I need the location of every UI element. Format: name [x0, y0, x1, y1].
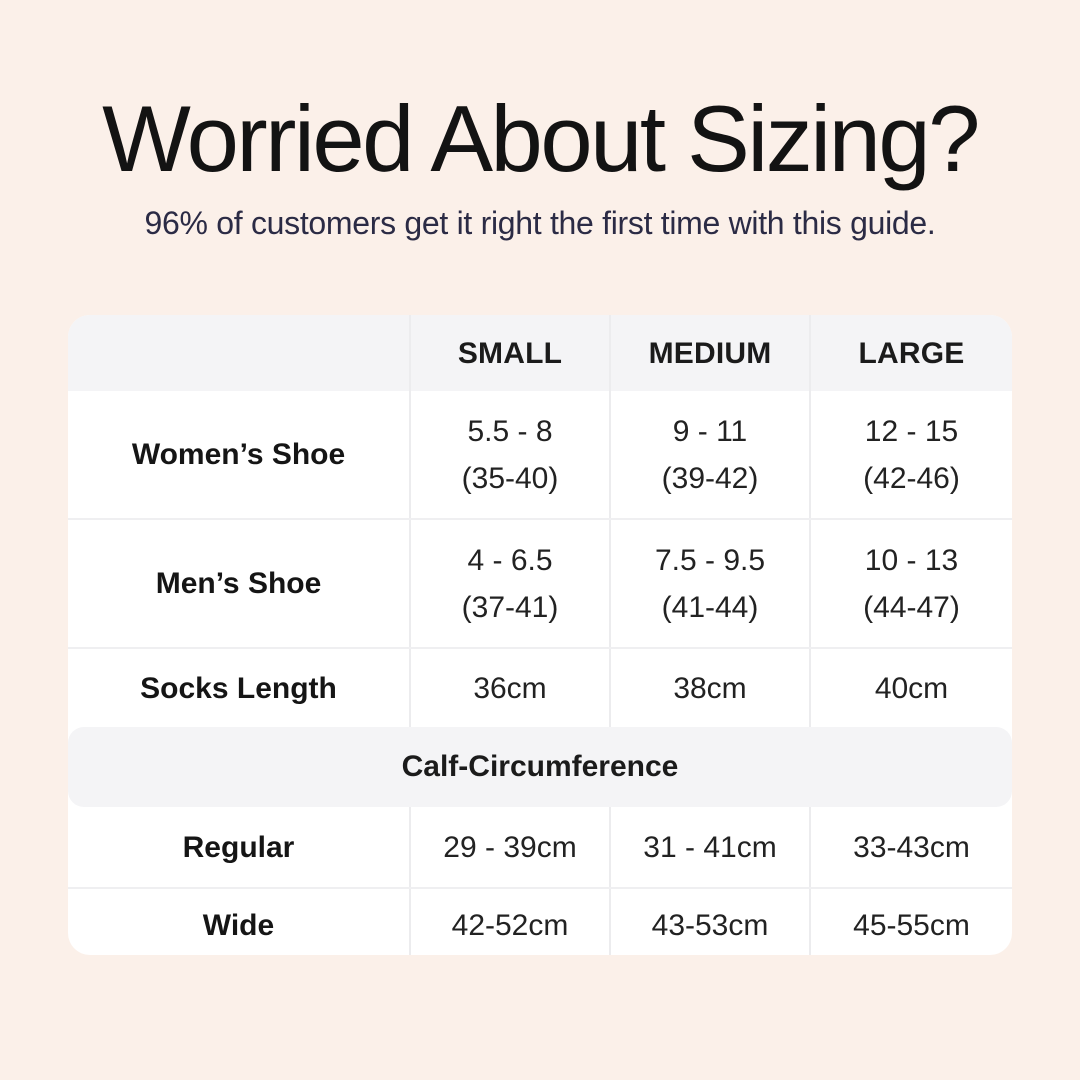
- calf-section-header: Calf-Circumference: [68, 727, 1012, 807]
- table-cell: 36cm: [411, 649, 611, 727]
- table-cell: 5.5 - 8 (35-40): [411, 391, 611, 518]
- table-cell: 42-52cm: [411, 889, 611, 955]
- cell-line-1: 45-55cm: [853, 908, 970, 942]
- cell-line-1: 36cm: [473, 671, 547, 705]
- cell-line-1: 4 - 6.5: [467, 543, 553, 577]
- cell-line-1: 43-53cm: [651, 908, 769, 942]
- page-title: Worried About Sizing?: [102, 86, 980, 191]
- cell-line-1: 42-52cm: [451, 908, 569, 942]
- table-cell: 7.5 - 9.5 (41-44): [611, 520, 811, 647]
- table-row-mens-shoe: Men’s Shoe 4 - 6.5 (37-41) 7.5 - 9.5 (41…: [68, 518, 1012, 647]
- table-cell: 40cm: [811, 649, 1012, 727]
- cell-line-2: (35-40): [461, 461, 559, 495]
- row-label: Wide: [68, 889, 411, 955]
- header-cell-small: SMALL: [411, 315, 611, 391]
- cell-line-2: (39-42): [661, 461, 759, 495]
- cell-line-1: 29 - 39cm: [443, 830, 577, 864]
- cell-line-1: 33-43cm: [853, 830, 970, 864]
- cell-line-2: (37-41): [461, 590, 559, 624]
- sizing-table: SMALL MEDIUM LARGE Women’s Shoe 5.5 - 8 …: [68, 315, 1012, 955]
- table-cell: 31 - 41cm: [611, 807, 811, 887]
- table-row-socks-length: Socks Length 36cm 38cm 40cm: [68, 647, 1012, 727]
- row-label: Regular: [68, 807, 411, 887]
- table-row-regular: Regular 29 - 39cm 31 - 41cm 33-43cm: [68, 807, 1012, 887]
- table-cell: 33-43cm: [811, 807, 1012, 887]
- row-label: Socks Length: [68, 649, 411, 727]
- table-cell: 43-53cm: [611, 889, 811, 955]
- cell-line-1: 31 - 41cm: [643, 830, 777, 864]
- cell-line-2: (42-46): [863, 461, 960, 495]
- table-row-wide: Wide 42-52cm 43-53cm 45-55cm: [68, 887, 1012, 955]
- cell-line-1: 12 - 15: [864, 414, 959, 448]
- cell-line-2: (44-47): [863, 590, 960, 624]
- cell-line-1: 38cm: [673, 671, 747, 705]
- header-cell-medium: MEDIUM: [611, 315, 811, 391]
- cell-line-2: (41-44): [661, 590, 759, 624]
- table-cell: 12 - 15 (42-46): [811, 391, 1012, 518]
- row-label: Women’s Shoe: [68, 391, 411, 518]
- table-cell: 10 - 13 (44-47): [811, 520, 1012, 647]
- table-cell: 38cm: [611, 649, 811, 727]
- cell-line-1: 7.5 - 9.5: [654, 543, 766, 577]
- page-subtitle: 96% of customers get it right the first …: [144, 204, 936, 241]
- table-header-row: SMALL MEDIUM LARGE: [68, 315, 1012, 391]
- table-cell: 29 - 39cm: [411, 807, 611, 887]
- cell-line-1: 9 - 11: [672, 414, 748, 448]
- header-cell-large: LARGE: [858, 336, 965, 370]
- cell-line-1: 5.5 - 8: [467, 414, 553, 448]
- table-cell: 9 - 11 (39-42): [611, 391, 811, 518]
- table-cell: 45-55cm: [811, 889, 1012, 955]
- table-row-womens-shoe: Women’s Shoe 5.5 - 8 (35-40) 9 - 11 (39-…: [68, 391, 1012, 518]
- row-label: Men’s Shoe: [68, 520, 411, 647]
- calf-section-band-wrap: Calf-Circumference: [68, 727, 1012, 807]
- table-cell: 4 - 6.5 (37-41): [411, 520, 611, 647]
- header-cell-empty: [68, 315, 411, 391]
- cell-line-1: 40cm: [874, 671, 949, 705]
- cell-line-1: 10 - 13: [864, 543, 959, 577]
